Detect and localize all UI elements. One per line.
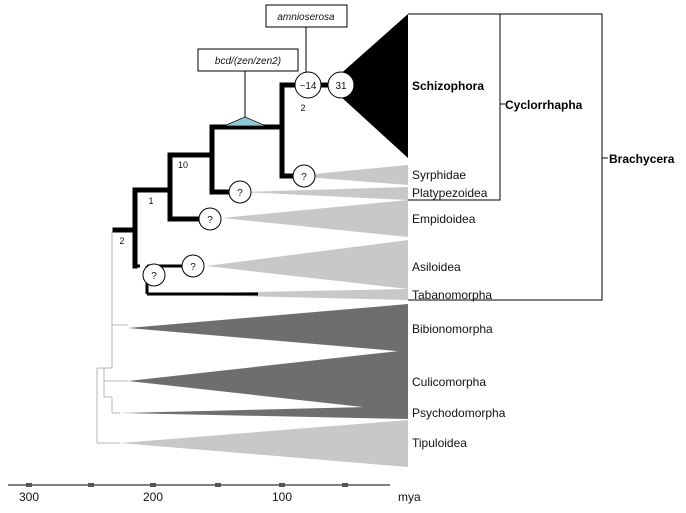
node-n31: 31 xyxy=(327,71,355,99)
label-bibionomorpha: Bibionomorpha xyxy=(412,322,493,336)
node-q2: ? xyxy=(228,180,252,204)
label-cyclorrhapha: Cyclorrhapha xyxy=(505,98,583,112)
node-q3: ? xyxy=(198,207,222,231)
culicomorpha-triangle xyxy=(128,350,408,412)
label-platypezoidea: Platypezoidea xyxy=(412,186,488,200)
callout-bcd: bcd/(zen/zen2) xyxy=(197,48,299,127)
svg-text:?: ? xyxy=(301,172,307,183)
svg-text:~14: ~14 xyxy=(300,81,317,92)
time-axis: 300 200 100 mya xyxy=(8,483,421,504)
branch-label-1: 1 xyxy=(148,196,153,206)
svg-text:?: ? xyxy=(207,215,213,226)
branch-label-2-root: 2 xyxy=(119,236,124,246)
callout-amnioserosa: amnioserosa xyxy=(265,4,348,72)
tick-100: 100 xyxy=(272,490,292,504)
bracket-brachycera xyxy=(408,13,608,301)
svg-text:amnioserosa: amnioserosa xyxy=(277,12,335,23)
tipuloidea-triangle xyxy=(120,420,408,467)
node-q4: ? xyxy=(181,254,205,278)
empidoidea-triangle xyxy=(222,200,408,237)
thick-branches xyxy=(112,82,336,269)
bibionomorpha-triangle xyxy=(128,304,408,352)
syrphidae-triangle xyxy=(292,165,408,185)
label-empidoidea: Empidoidea xyxy=(412,212,476,226)
svg-text:?: ? xyxy=(190,262,196,273)
tabanomorpha-triangle xyxy=(155,289,408,300)
label-syrphidae: Syrphidae xyxy=(412,168,466,182)
svg-text:bcd/(zen/zen2): bcd/(zen/zen2) xyxy=(215,56,281,67)
label-psychodomorpha: Psychodomorpha xyxy=(412,406,506,420)
svg-text:31: 31 xyxy=(335,81,347,92)
tick-200: 200 xyxy=(143,490,163,504)
thin-branches xyxy=(96,231,128,444)
psychodomorpha-triangle xyxy=(120,406,408,419)
label-brachycera: Brachycera xyxy=(609,152,675,166)
node-n14: ~14 xyxy=(294,71,322,99)
label-schizophora: Schizophora xyxy=(412,79,484,93)
label-asiloidea: Asiloidea xyxy=(412,260,461,274)
axis-unit-mya: mya xyxy=(398,490,421,504)
branch-label-10: 10 xyxy=(178,160,188,170)
svg-text:?: ? xyxy=(151,271,157,282)
node-q1: ? xyxy=(292,164,316,188)
asiloidea-triangle xyxy=(206,240,408,289)
branch-label-2-small: 2 xyxy=(300,103,305,113)
bcd-marker-triangle xyxy=(223,116,267,127)
svg-text:?: ? xyxy=(237,188,243,199)
node-q5: ? xyxy=(142,263,166,287)
label-culicomorpha: Culicomorpha xyxy=(412,375,486,389)
label-tipuloidea: Tipuloidea xyxy=(412,436,467,450)
label-tabanomorpha: Tabanomorpha xyxy=(412,288,492,302)
tick-300: 300 xyxy=(19,490,39,504)
platypezoidea-triangle xyxy=(240,187,408,200)
schizophora-triangle xyxy=(328,14,408,158)
